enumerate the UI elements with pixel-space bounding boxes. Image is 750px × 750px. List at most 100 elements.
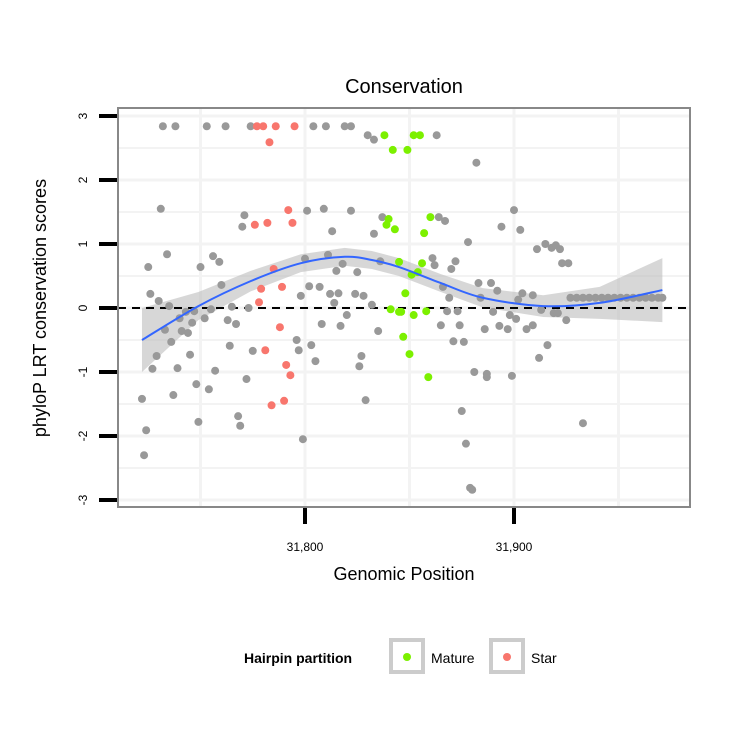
point-star xyxy=(282,360,291,369)
legend-label-mature: Mature xyxy=(431,650,475,666)
point-other xyxy=(505,311,514,320)
point-mature xyxy=(409,311,418,320)
point-other xyxy=(369,229,378,238)
point-other xyxy=(163,250,172,259)
point-other xyxy=(566,293,575,302)
point-other xyxy=(236,421,245,430)
point-other xyxy=(292,336,301,344)
plot-frame xyxy=(117,107,691,508)
point-mature xyxy=(415,131,424,140)
point-other xyxy=(470,368,479,376)
point-star xyxy=(271,122,280,131)
point-other xyxy=(305,282,314,291)
point-other xyxy=(338,259,347,268)
point-other xyxy=(355,362,364,371)
point-other xyxy=(246,122,255,131)
point-other xyxy=(572,293,581,302)
legend-star-dot xyxy=(503,653,511,661)
point-other xyxy=(541,240,550,248)
point-other xyxy=(514,295,523,304)
point-other xyxy=(553,309,562,318)
point-other xyxy=(558,259,567,268)
point-other xyxy=(537,305,546,314)
point-star xyxy=(267,401,276,410)
point-other xyxy=(167,337,176,346)
x-axis-label: Genomic Position xyxy=(333,564,474,584)
point-other xyxy=(317,320,326,328)
point-mature xyxy=(390,225,399,234)
chart-title: Conservation xyxy=(345,76,463,98)
y-tick-label: -2 xyxy=(76,430,90,441)
point-other xyxy=(234,412,243,421)
point-other xyxy=(562,316,571,325)
point-other xyxy=(240,211,249,220)
y-tick-label: -3 xyxy=(76,494,90,505)
point-other xyxy=(309,122,318,131)
smooth-line xyxy=(141,255,663,341)
legend-mature-dot xyxy=(403,653,411,661)
point-other xyxy=(298,435,307,444)
point-star xyxy=(265,138,274,147)
point-other xyxy=(346,122,355,131)
point-other xyxy=(342,311,351,320)
point-other xyxy=(173,364,182,373)
point-other xyxy=(445,293,454,302)
point-other xyxy=(555,245,564,254)
point-other xyxy=(658,293,667,302)
point-mature xyxy=(426,213,435,222)
point-other xyxy=(451,257,460,266)
point-mature xyxy=(424,373,433,382)
point-other xyxy=(441,216,450,225)
point-other xyxy=(585,293,594,302)
point-other xyxy=(140,451,149,460)
point-mature xyxy=(395,257,404,266)
point-other xyxy=(221,122,230,131)
point-other xyxy=(449,337,458,346)
point-other xyxy=(196,263,205,272)
point-other xyxy=(487,279,496,288)
point-other xyxy=(367,300,376,309)
y-tick-label: 1 xyxy=(76,240,90,247)
y-tick-label: 0 xyxy=(76,304,90,311)
point-other xyxy=(493,286,502,295)
point-other xyxy=(503,325,512,334)
point-other xyxy=(156,204,165,213)
point-other xyxy=(436,321,445,330)
point-other xyxy=(578,293,587,302)
point-other xyxy=(238,222,247,231)
point-other xyxy=(564,259,573,268)
point-other xyxy=(532,245,541,254)
point-star xyxy=(263,218,272,227)
point-other xyxy=(428,254,437,263)
point-other xyxy=(225,341,234,350)
point-other xyxy=(183,328,192,337)
point-mature xyxy=(409,131,418,140)
point-other xyxy=(215,257,224,266)
point-other xyxy=(482,373,491,382)
point-other xyxy=(202,122,211,131)
point-mature xyxy=(403,145,412,154)
point-other xyxy=(374,327,383,336)
point-other xyxy=(495,321,504,330)
point-other xyxy=(330,298,339,307)
point-other xyxy=(340,122,349,131)
point-other xyxy=(464,238,473,247)
point-other xyxy=(474,279,483,288)
point-other xyxy=(334,289,343,298)
point-star xyxy=(252,122,261,131)
point-star xyxy=(286,371,295,380)
point-other xyxy=(204,385,213,394)
point-other xyxy=(319,204,328,213)
point-other xyxy=(361,396,370,405)
legend-title: Hairpin partition xyxy=(244,650,352,666)
point-other xyxy=(516,225,525,234)
point-other xyxy=(597,293,606,302)
point-mature xyxy=(388,145,397,154)
point-other xyxy=(430,261,439,270)
point-mature xyxy=(399,332,408,341)
point-other xyxy=(244,304,253,312)
point-other xyxy=(323,250,332,259)
point-other xyxy=(177,327,186,336)
point-other xyxy=(522,325,531,334)
